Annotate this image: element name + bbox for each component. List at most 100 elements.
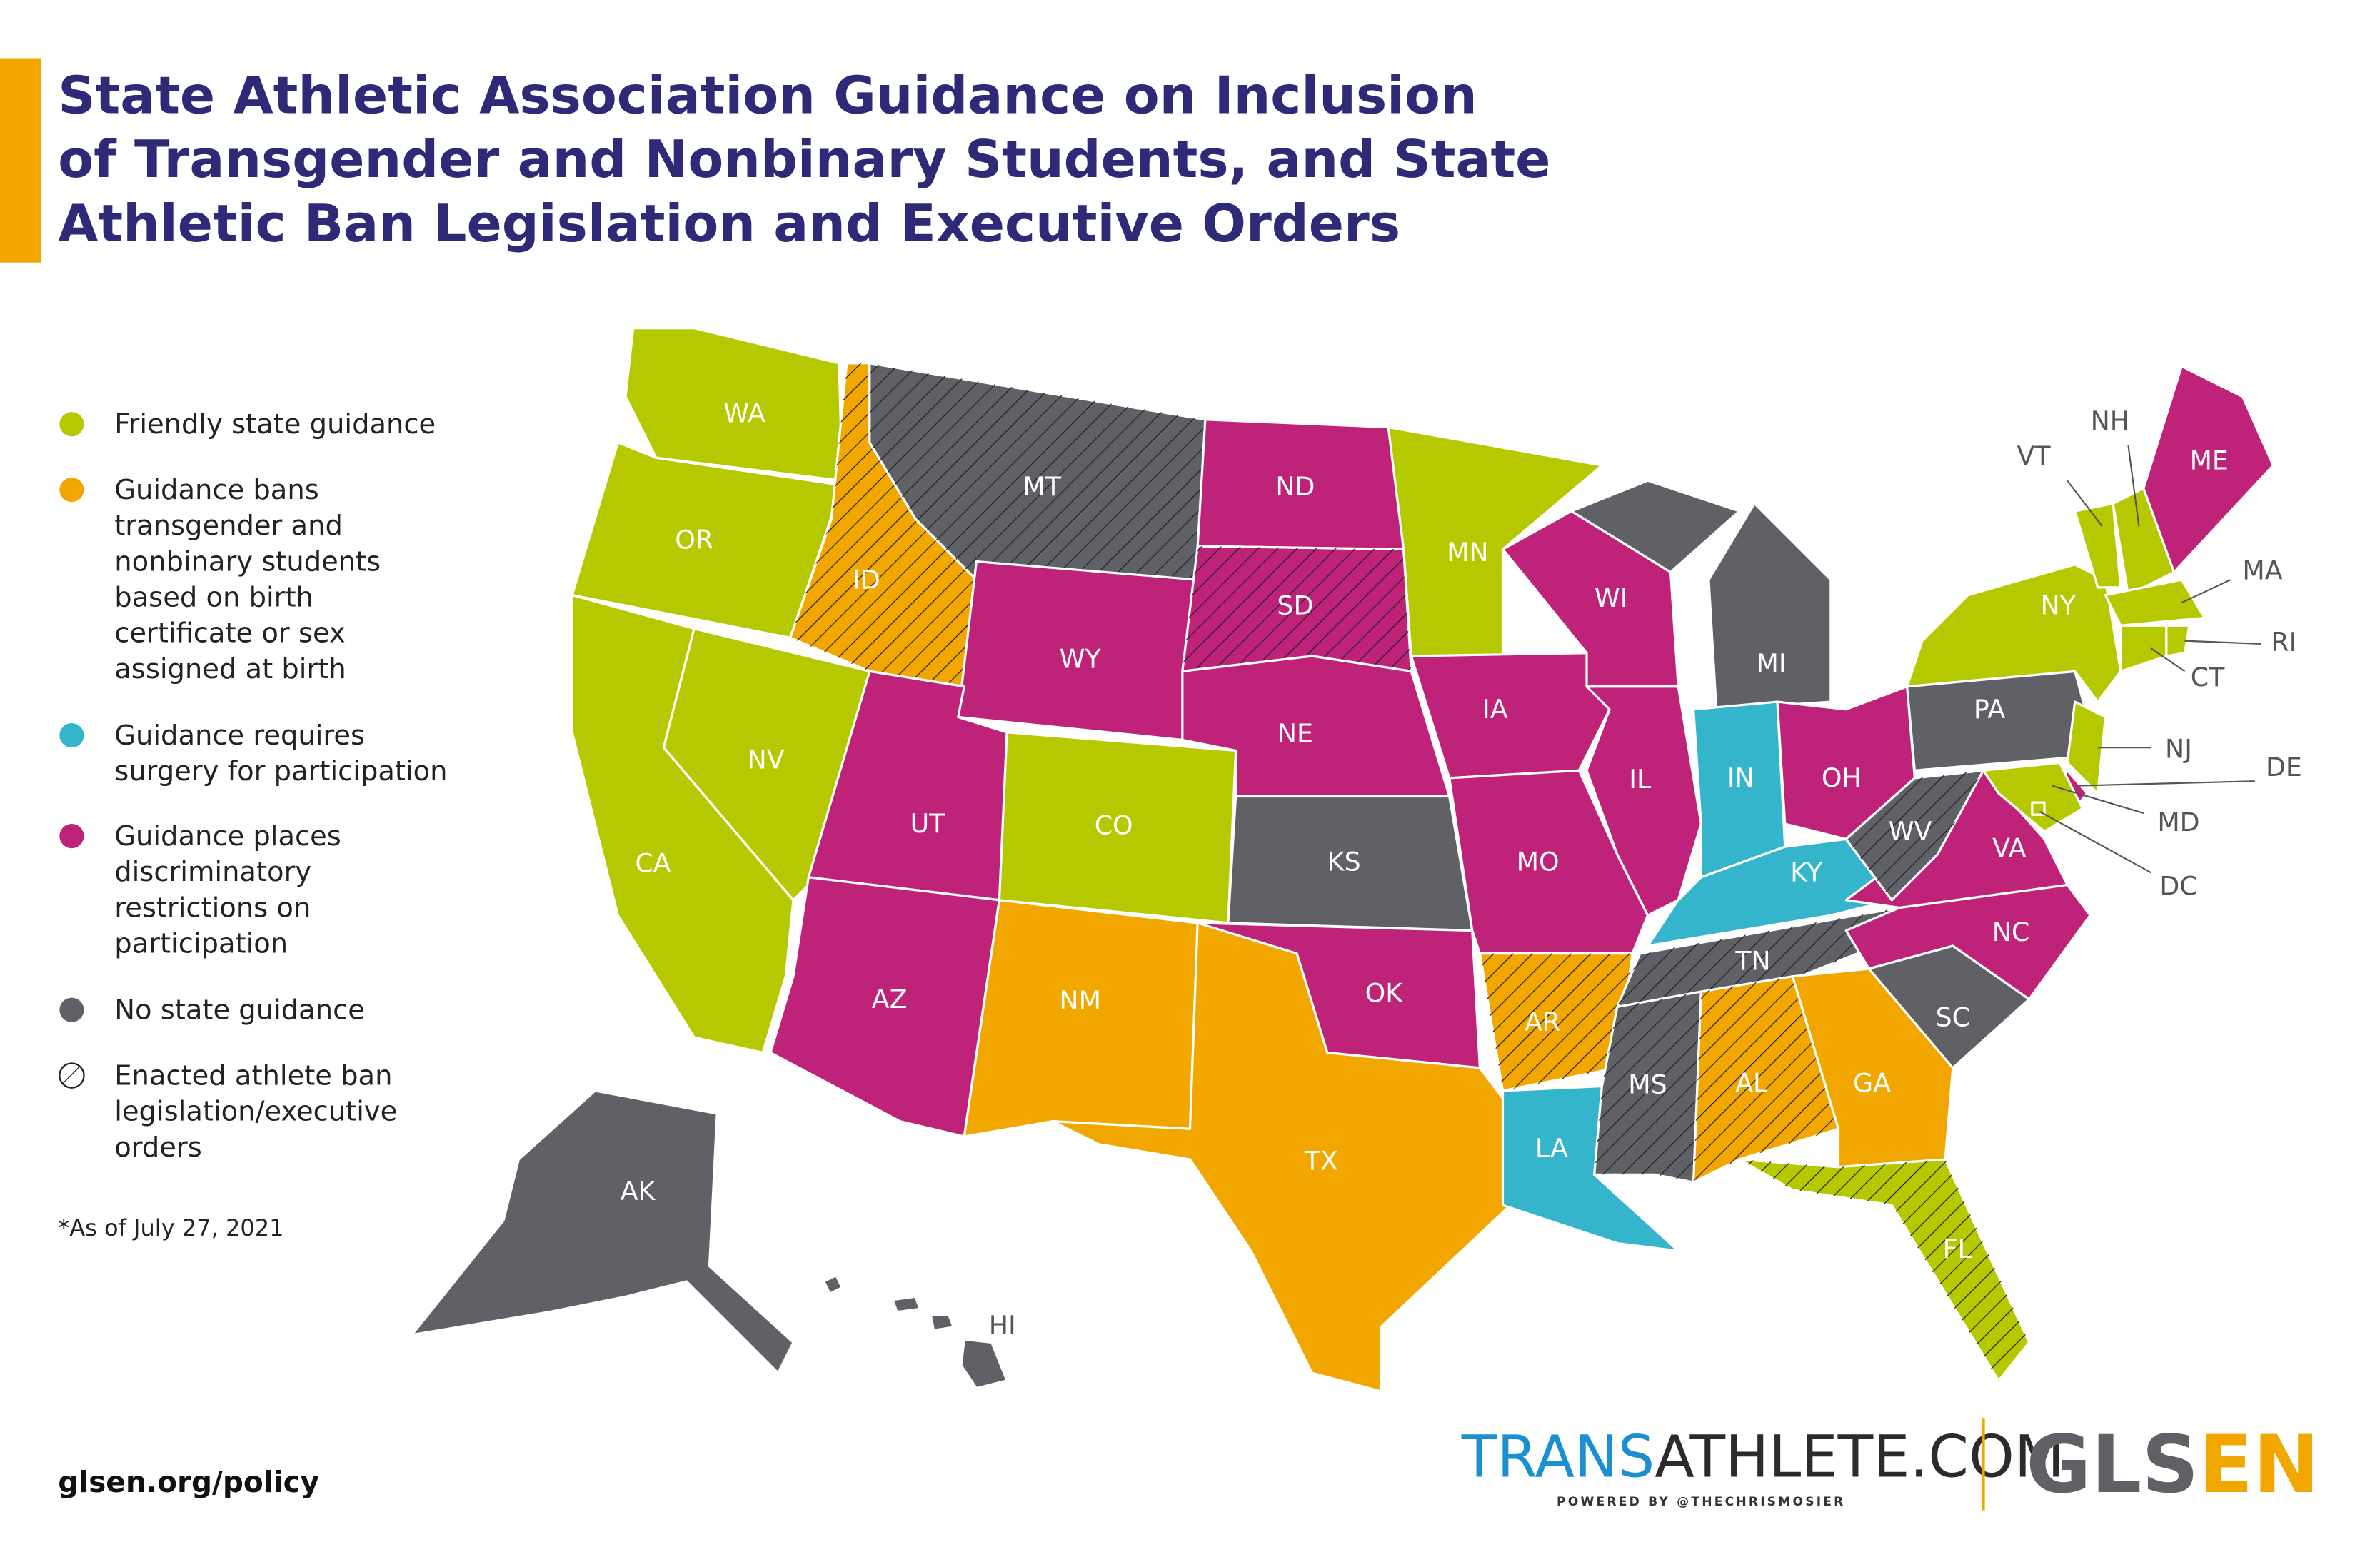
- state-label: WY: [1060, 643, 1102, 674]
- state-hatch: [1693, 976, 1839, 1183]
- state-label: MO: [1517, 847, 1560, 877]
- state-label: WA: [723, 398, 765, 428]
- state-label: SD: [1277, 590, 1313, 621]
- state-shape: [929, 1314, 955, 1331]
- state-label: CT: [2191, 662, 2225, 692]
- state-label: DE: [2266, 752, 2302, 782]
- state-label: MT: [1023, 471, 1061, 502]
- state-label: TX: [1304, 1145, 1338, 1176]
- legend-swatch: [59, 997, 84, 1022]
- state-shape: [2104, 578, 2206, 627]
- leader-line: [2184, 640, 2261, 645]
- state-shape: [963, 899, 1199, 1138]
- leader-line: [2052, 785, 2144, 815]
- state-label: OK: [1365, 977, 1404, 1008]
- state-shape: [411, 1089, 795, 1374]
- state-label: FL: [1943, 1234, 1973, 1264]
- title-line: of Transgender and Nonbinary Students, a…: [58, 130, 1550, 190]
- legend-swatch: [59, 1062, 85, 1089]
- state-shape: [1585, 685, 1702, 917]
- state-label: KY: [1790, 857, 1823, 888]
- state-shape: [1448, 769, 1650, 955]
- state-label: MD: [2157, 807, 2199, 837]
- state-label: IL: [1629, 764, 1652, 795]
- title: State Athletic Association Guidance on I…: [58, 66, 1550, 253]
- leader-line: [2127, 445, 2140, 527]
- state-label: MA: [2242, 555, 2282, 585]
- leader-line: [2039, 810, 2152, 874]
- logo-part: TRANS: [1461, 1423, 1655, 1491]
- legend-label: Guidance bans: [114, 474, 318, 506]
- legend-label: Guidance places: [114, 820, 341, 852]
- legend-label: nonbinary students: [114, 545, 381, 578]
- state-hatch: [1480, 953, 1633, 1091]
- logo-tagline: POWERED BY @THECHRISMOSIER: [1557, 1495, 1846, 1509]
- state-shape: [1410, 652, 1611, 780]
- state-label: IN: [1727, 762, 1754, 793]
- state-hatch: [1182, 546, 1412, 672]
- state-label: MI: [1756, 648, 1786, 679]
- state-label: AZ: [872, 984, 908, 1014]
- title-line: State Athletic Association Guidance on I…: [58, 66, 1477, 126]
- state-label: ME: [2190, 445, 2229, 476]
- footnote: *As of July 27, 2021: [58, 1214, 283, 1241]
- state-label: PA: [1974, 694, 2006, 725]
- state-label: CO: [1095, 810, 1133, 840]
- state-label: WV: [1889, 816, 1932, 847]
- logo-part: GLS: [2026, 1419, 2199, 1511]
- state-shape: [960, 1338, 1008, 1390]
- state-shape: [891, 1295, 921, 1314]
- leader-line: [2181, 579, 2231, 604]
- state-label: OH: [1822, 762, 1862, 793]
- legend-label: discriminatory: [114, 856, 311, 888]
- state-shape: [2119, 624, 2168, 672]
- logo-part: EN: [2199, 1419, 2319, 1511]
- state-label: NY: [2041, 590, 2077, 621]
- state-shape: [2142, 365, 2275, 574]
- state-shape: [1982, 761, 2084, 833]
- state-shape: [2066, 700, 2107, 795]
- legend-label: surgery for participation: [114, 755, 447, 787]
- state-label: KS: [1327, 847, 1361, 877]
- state-label: AL: [1735, 1067, 1768, 1098]
- state-label: LA: [1535, 1133, 1568, 1164]
- state-label: VT: [2017, 440, 2051, 471]
- state-label: UT: [910, 808, 946, 839]
- state-shape: [1707, 502, 1832, 711]
- state-label: NH: [2091, 405, 2129, 436]
- legend-swatch: [59, 478, 84, 503]
- title-line: Athletic Ban Legislation and Executive O…: [58, 194, 1400, 254]
- transathlete-logo: TRANSATHLETE.COM: [1461, 1423, 2064, 1491]
- state-shape: [823, 1274, 843, 1295]
- state-label: NE: [1277, 718, 1313, 749]
- legend-label: transgender and: [114, 510, 343, 542]
- legend-label: based on birth: [114, 582, 313, 614]
- legend-label: assigned at birth: [114, 653, 346, 685]
- leader-line: [2150, 647, 2186, 672]
- state-label: ND: [1275, 471, 1315, 502]
- state-label: SC: [1936, 1002, 1970, 1032]
- footer-url: glsen.org/policy: [58, 1465, 319, 1499]
- state-label: OR: [675, 525, 713, 555]
- legend-label: Friendly state guidance: [114, 408, 436, 440]
- state-label: AK: [621, 1176, 656, 1206]
- leader-line: [2067, 480, 2103, 528]
- state-shape: [2074, 502, 2122, 589]
- legend: Friendly state guidance Guidance bans tran…: [59, 408, 448, 1164]
- state-shape: [1646, 837, 1893, 947]
- logo-part: ATHLETE.COM: [1655, 1423, 2064, 1491]
- state-label: NM: [1059, 985, 1101, 1016]
- state-label: ID: [853, 564, 880, 595]
- legend-label: certificate or sex: [114, 618, 345, 650]
- state-label: GA: [1853, 1067, 1891, 1098]
- state-label: MS: [1628, 1069, 1667, 1099]
- state-label: RI: [2271, 627, 2296, 657]
- state-label: CA: [635, 848, 671, 879]
- legend-label: No state guidance: [114, 994, 365, 1026]
- state-label: NV: [748, 744, 785, 775]
- state-shape: [2165, 624, 2191, 657]
- state-shape: [1051, 922, 1512, 1393]
- state-label: NC: [1992, 917, 2030, 947]
